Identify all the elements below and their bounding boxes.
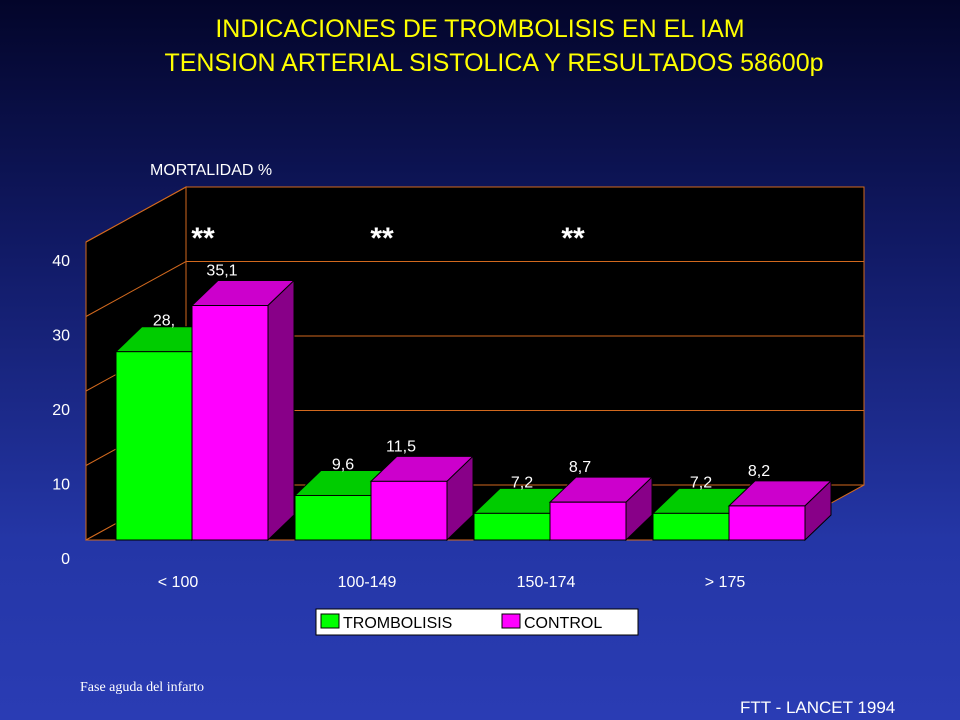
data-label: 8,2 xyxy=(748,463,770,480)
bar-control-2 xyxy=(549,501,627,541)
bar-control-3 xyxy=(728,505,806,541)
data-label: 28, xyxy=(153,313,175,330)
bar-control-0-side xyxy=(267,279,295,542)
legend-swatch-trombolisis xyxy=(320,613,340,629)
significance-marker: ** xyxy=(370,222,394,255)
x-tick-label: 100-149 xyxy=(338,574,397,591)
chart-title-line1: INDICACIONES DE TROMBOLISIS EN EL IAM xyxy=(215,15,745,43)
legend-swatch-control xyxy=(501,613,521,629)
data-label: 35,1 xyxy=(206,263,237,280)
gridline xyxy=(85,186,864,243)
gridline xyxy=(85,261,864,317)
data-label: 9,6 xyxy=(332,456,354,473)
bar-trombolisis-1 xyxy=(294,494,372,541)
data-label: 7,2 xyxy=(690,474,712,491)
y-tick-label: 30 xyxy=(52,328,70,345)
data-label: 7,2 xyxy=(511,474,533,491)
legend-label-trombolisis: TROMBOLISIS xyxy=(343,615,452,632)
x-tick-label: < 100 xyxy=(158,574,199,591)
y-tick-label: 10 xyxy=(52,477,70,494)
bar-control-0 xyxy=(191,305,269,541)
y-tick-label: 0 xyxy=(61,551,70,568)
x-tick-label: 150-174 xyxy=(517,574,576,591)
bar-trombolisis-3 xyxy=(652,512,730,541)
data-label: 8,7 xyxy=(569,459,591,476)
significance-marker: ** xyxy=(191,222,215,255)
legend-label-control: CONTROL xyxy=(524,615,602,632)
source-citation: FTT - LANCET 1994 xyxy=(740,698,896,717)
bar-trombolisis-2 xyxy=(473,512,551,541)
significance-marker: ** xyxy=(561,222,585,255)
x-tick-label: > 175 xyxy=(705,574,746,591)
chart-title-line2: TENSION ARTERIAL SISTOLICA Y RESULTADOS … xyxy=(164,49,824,77)
y-tick-label: 40 xyxy=(52,253,70,270)
y-tick-label: 20 xyxy=(52,402,70,419)
footnote: Fase aguda del infarto xyxy=(80,680,205,695)
y-axis-label: MORTALIDAD % xyxy=(150,162,272,179)
data-label: 11,5 xyxy=(386,438,416,455)
bar-control-1 xyxy=(370,480,448,541)
bar-trombolisis-0 xyxy=(115,351,193,541)
legend xyxy=(315,608,639,636)
